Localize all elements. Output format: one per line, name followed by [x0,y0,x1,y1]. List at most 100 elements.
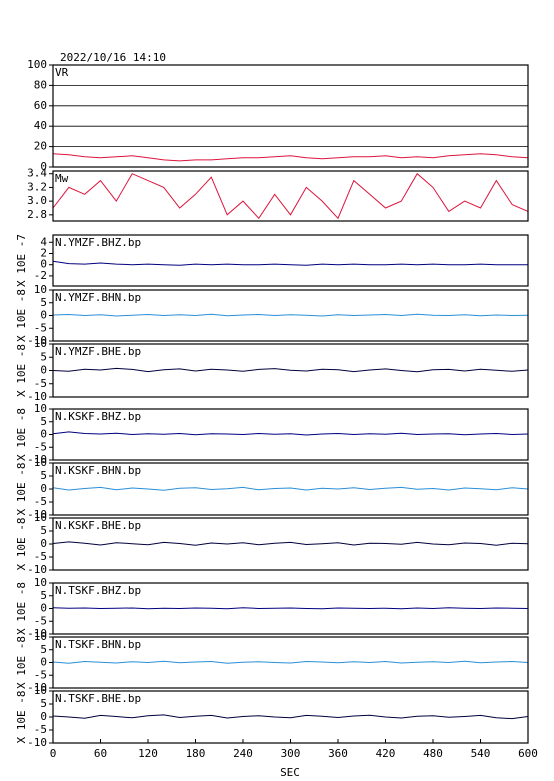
y-tick-label: -10 [27,736,47,749]
trace [52,153,529,162]
y-tick-label: 5 [40,415,47,428]
panel-frame [52,64,529,168]
y-tick-label: 10 [34,576,47,589]
y-tick-label: 0 [40,258,47,271]
y-axis-label: X 10E -7 [15,234,28,287]
x-tick-label: 480 [423,747,443,760]
y-tick-label: 80 [34,78,47,91]
x-tick-label: 360 [328,747,348,760]
y-tick-label: -5 [34,440,47,453]
x-tick-label: 600 [518,747,538,760]
y-tick-label: 10 [34,283,47,296]
x-tick-label: 300 [281,747,301,760]
y-tick-label: 5 [40,469,47,482]
y-tick-label: -5 [34,377,47,390]
y-tick-label: 3.4 [27,167,47,180]
y-axis-label: X 10E -8 [15,344,28,397]
y-tick-label: -5 [34,495,47,508]
panel-label: N.KSKF.BHN.bp [55,464,141,477]
y-tick-label: -10 [27,390,47,403]
y-tick-label: -5 [34,614,47,627]
trace [52,486,529,491]
y-tick-label: -10 [27,681,47,694]
panel-frame [52,289,529,342]
panel-frame [52,343,529,398]
y-tick-label: 0 [40,602,47,615]
trace [52,660,529,664]
x-tick-label: 0 [50,747,57,760]
y-tick-label: -5 [34,550,47,563]
y-tick-label: -5 [34,321,47,334]
y-tick-label: 10 [34,402,47,415]
y-tick-label: 100 [27,58,47,71]
y-tick-label: 10 [34,630,47,643]
y-tick-label: -5 [34,723,47,736]
y-axis-label: X 10E -8 [15,636,28,689]
panel-label: VR [55,66,69,79]
trace [52,260,528,266]
x-tick-label: 540 [471,747,491,760]
y-tick-label: 5 [40,589,47,602]
panel-label: Mw [55,172,69,185]
y-tick-label: 2.8 [27,208,47,221]
y-tick-label: 10 [34,337,47,350]
trace [52,172,529,220]
panel-label: N.KSKF.BHE.bp [55,519,141,532]
y-tick-label: 5 [40,697,47,710]
x-axis-label: SEC [280,766,300,779]
y-tick-label: 5 [40,524,47,537]
y-tick-label: 4 [40,235,47,248]
y-tick-label: 20 [34,140,47,153]
y-tick-label: 0 [40,656,47,669]
y-tick-label: 0 [40,537,47,550]
y-tick-label: -10 [27,334,47,347]
panel-frame [52,517,529,571]
y-axis-label: X 10E -8 [15,582,28,635]
trace [52,431,529,436]
trace [52,541,529,546]
panel-frame [52,636,529,689]
panel-frame [52,170,529,222]
panel-label: N.YMZF.BHE.bp [55,345,141,358]
x-tick-label: 120 [138,747,158,760]
y-axis-label: X 10E -8 [15,518,28,571]
panel-frame [52,408,529,461]
x-tick-label: 240 [233,747,253,760]
figure-title: 2022/10/16 14:10 [60,51,166,64]
y-tick-label: 0 [40,364,47,377]
y-tick-label: 5 [40,643,47,656]
y-tick-label: 5 [40,350,47,363]
y-tick-label: -5 [34,668,47,681]
y-tick-label: -10 [27,627,47,640]
y-tick-label: 10 [34,456,47,469]
panel-frame [52,582,529,635]
trace [52,313,529,317]
y-tick-label: -10 [27,563,47,576]
y-tick-label: 40 [34,119,47,132]
panel-label: N.TSKF.BHN.bp [55,638,141,651]
y-axis-label: X 10E -8 [15,463,28,516]
panel-label: N.TSKF.BHZ.bp [55,584,141,597]
panel-label: N.YMZF.BHN.bp [55,291,141,304]
panel-label: N.TSKF.BHE.bp [55,692,141,705]
panel-label: N.KSKF.BHZ.bp [55,410,141,423]
y-axis-label: X 10E -8 [15,408,28,461]
trace [52,367,529,373]
y-tick-label: 0 [40,160,47,173]
y-axis-label: X 10E -8 [15,289,28,342]
y-tick-label: 0 [40,309,47,322]
x-tick-label: 180 [186,747,206,760]
y-tick-label: 5 [40,296,47,309]
y-tick-label: 3.2 [27,180,47,193]
y-tick-label: 0 [40,428,47,441]
y-tick-label: 3.0 [27,194,47,207]
x-tick-label: 60 [94,747,107,760]
y-tick-label: -2 [34,269,47,282]
trace [52,714,529,720]
y-axis-label: X 10E -8 [15,691,28,744]
y-tick-label: -10 [27,453,47,466]
y-tick-label: -10 [27,508,47,521]
y-tick-label: 10 [34,684,47,697]
y-tick-label: 0 [40,710,47,723]
